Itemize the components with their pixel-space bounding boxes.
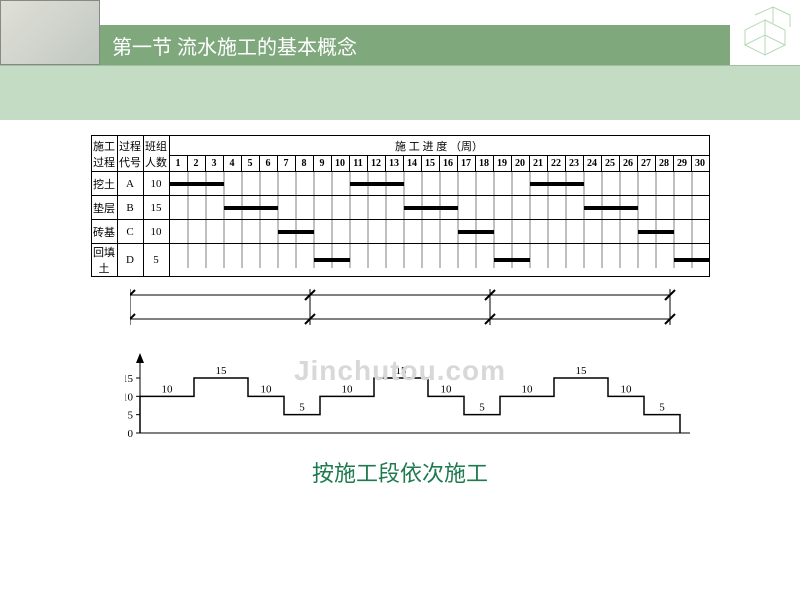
gantt-table: 施工过程过程代号班组人数施 工 进 度 （周）12345678910111213… xyxy=(91,135,710,277)
task-bar xyxy=(224,206,278,210)
process-name: 挖土 xyxy=(91,172,117,196)
week-num: 4 xyxy=(223,156,241,172)
bar-row xyxy=(169,220,709,244)
week-num: 22 xyxy=(547,156,565,172)
seg-label: 10 xyxy=(522,383,534,395)
week-num: 13 xyxy=(385,156,403,172)
week-num: 27 xyxy=(637,156,655,172)
week-num: 9 xyxy=(313,156,331,172)
week-num: 23 xyxy=(565,156,583,172)
week-num: 3 xyxy=(205,156,223,172)
week-num: 8 xyxy=(295,156,313,172)
seg-label: 5 xyxy=(659,402,665,414)
week-num: 19 xyxy=(493,156,511,172)
ytick-label: 10 xyxy=(125,391,134,403)
seg-label: 5 xyxy=(479,402,485,414)
week-num: 15 xyxy=(421,156,439,172)
resource-histogram: 0 5 10 15 10 15 10 5 10 15 10 5 10 15 10 5 xyxy=(25,353,775,448)
task-bar xyxy=(404,206,458,210)
dimension-line xyxy=(25,283,775,343)
seg-label: 10 xyxy=(342,383,354,395)
ytick-label: 5 xyxy=(128,410,134,422)
step-line xyxy=(140,378,680,433)
green-strip xyxy=(0,65,800,120)
week-num: 11 xyxy=(349,156,367,172)
seg-label: 10 xyxy=(621,383,633,395)
week-num: 25 xyxy=(601,156,619,172)
seg-label: 15 xyxy=(216,365,228,377)
week-num: 16 xyxy=(439,156,457,172)
thumbnail-image xyxy=(0,0,100,65)
week-num: 29 xyxy=(673,156,691,172)
process-code: D xyxy=(117,244,143,277)
seg-label: 10 xyxy=(441,383,453,395)
crew-size: 10 xyxy=(143,220,169,244)
process-code: B xyxy=(117,196,143,220)
seg-label: 10 xyxy=(162,383,174,395)
week-num: 21 xyxy=(529,156,547,172)
crew-size: 10 xyxy=(143,172,169,196)
process-name: 砖基 xyxy=(91,220,117,244)
ytick-label: 15 xyxy=(125,373,134,385)
seg-label: 15 xyxy=(396,365,408,377)
task-bar xyxy=(278,230,314,234)
week-num: 2 xyxy=(187,156,205,172)
slide-title: 第一节 流水施工的基本概念 xyxy=(112,31,357,60)
progress-header: 施 工 进 度 （周） xyxy=(169,136,709,156)
task-bar xyxy=(350,182,404,186)
bar-row xyxy=(169,196,709,220)
col-header: 施工过程 xyxy=(91,136,117,172)
week-num: 6 xyxy=(259,156,277,172)
task-bar xyxy=(674,258,710,262)
task-bar xyxy=(638,230,674,234)
caption: 按施工段依次施工 xyxy=(25,456,775,488)
process-name: 回填土 xyxy=(91,244,117,277)
week-num: 20 xyxy=(511,156,529,172)
process-code: A xyxy=(117,172,143,196)
week-num: 30 xyxy=(691,156,709,172)
seg-label: 15 xyxy=(576,365,588,377)
crew-size: 5 xyxy=(143,244,169,277)
ytick-label: 0 xyxy=(128,428,134,440)
gantt-chart: 施工过程过程代号班组人数施 工 进 度 （周）12345678910111213… xyxy=(25,135,775,277)
task-bar xyxy=(530,182,584,186)
process-code: C xyxy=(117,220,143,244)
week-num: 5 xyxy=(241,156,259,172)
task-bar xyxy=(170,182,224,186)
content-area: 施工过程过程代号班组人数施 工 进 度 （周）12345678910111213… xyxy=(0,120,800,488)
slide-header: 第一节 流水施工的基本概念 xyxy=(0,0,800,65)
week-num: 10 xyxy=(331,156,349,172)
bar-row xyxy=(169,172,709,196)
crew-size: 15 xyxy=(143,196,169,220)
week-num: 7 xyxy=(277,156,295,172)
week-num: 12 xyxy=(367,156,385,172)
week-num: 28 xyxy=(655,156,673,172)
seg-label: 10 xyxy=(261,383,273,395)
col-header: 过程代号 xyxy=(117,136,143,172)
task-bar xyxy=(584,206,638,210)
title-bar: 第一节 流水施工的基本概念 xyxy=(100,25,730,65)
task-bar xyxy=(314,258,350,262)
week-num: 18 xyxy=(475,156,493,172)
week-num: 24 xyxy=(583,156,601,172)
seg-label: 5 xyxy=(299,402,305,414)
bar-row xyxy=(169,244,709,277)
task-bar xyxy=(494,258,530,262)
col-header: 班组人数 xyxy=(143,136,169,172)
week-num: 14 xyxy=(403,156,421,172)
week-num: 26 xyxy=(619,156,637,172)
process-name: 垫层 xyxy=(91,196,117,220)
cube-icon xyxy=(735,5,795,60)
week-num: 1 xyxy=(169,156,187,172)
week-num: 17 xyxy=(457,156,475,172)
task-bar xyxy=(458,230,494,234)
